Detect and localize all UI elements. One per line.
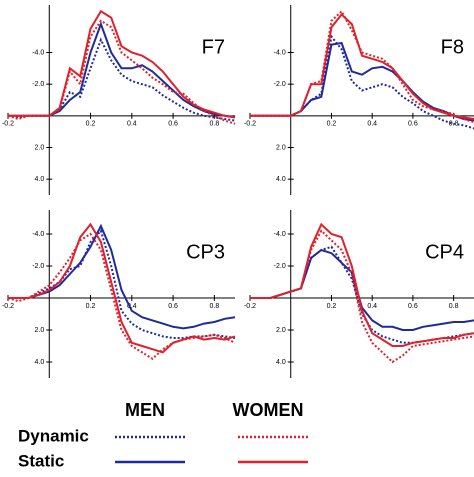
y-tick-label: 4.0 <box>35 176 45 183</box>
series-line <box>250 9 474 124</box>
x-tick-label: 0.2 <box>327 121 337 128</box>
y-tick-label: 4.0 <box>276 176 286 183</box>
panel-title: CP3 <box>186 241 225 263</box>
legend-column: MEN <box>125 400 165 420</box>
series-line <box>7 19 236 125</box>
y-tick-label: -4.0 <box>274 49 286 56</box>
panel-title: CP4 <box>425 241 464 263</box>
x-tick-label: -0.2 <box>244 303 256 310</box>
y-tick-label: 2.0 <box>276 327 286 334</box>
x-tick-label: 0.8 <box>449 303 459 310</box>
x-tick-label: -0.2 <box>244 121 256 128</box>
x-tick-label: 0.4 <box>127 303 137 310</box>
series-line <box>250 229 474 364</box>
x-tick-label: 0.4 <box>367 121 377 128</box>
y-tick-label: 2.0 <box>35 327 45 334</box>
x-tick-label: -0.2 <box>2 303 14 310</box>
x-tick-label: 0.6 <box>168 303 178 310</box>
x-tick-label: 0.2 <box>327 303 337 310</box>
x-tick-label: 0.6 <box>408 303 418 310</box>
panel-title: F8 <box>441 36 464 58</box>
x-tick-label: 0.6 <box>408 121 418 128</box>
y-tick-label: 4.0 <box>35 359 45 366</box>
x-tick-label: 0.2 <box>86 303 96 310</box>
y-tick-label: -2.0 <box>32 81 44 88</box>
series-line <box>8 9 236 119</box>
series-line <box>7 37 236 122</box>
legend-row: Static <box>18 451 64 470</box>
y-tick-label: -2.0 <box>274 263 286 270</box>
x-tick-label: 0.2 <box>86 121 96 128</box>
x-tick-label: 0.8 <box>209 303 219 310</box>
legend-column: WOMEN <box>233 400 304 420</box>
y-tick-label: 2.0 <box>35 144 45 151</box>
x-tick-label: 0.4 <box>367 303 377 310</box>
panel-title: F7 <box>202 36 225 58</box>
y-tick-label: 4.0 <box>276 359 286 366</box>
x-tick-label: 0.4 <box>127 121 137 128</box>
y-tick-label: -4.0 <box>274 231 286 238</box>
series-line <box>250 13 474 120</box>
y-tick-label: -2.0 <box>32 263 44 270</box>
y-tick-label: -2.0 <box>274 81 286 88</box>
x-tick-label: -0.2 <box>2 121 14 128</box>
y-tick-label: 2.0 <box>276 144 286 151</box>
legend-row: Dynamic <box>18 426 89 445</box>
y-tick-label: -4.0 <box>32 231 44 238</box>
series-line <box>8 222 236 354</box>
x-tick-label: 0.6 <box>168 121 178 128</box>
series-line <box>250 222 474 347</box>
y-tick-label: -4.0 <box>32 49 44 56</box>
x-tick-label: 0.8 <box>209 121 219 128</box>
